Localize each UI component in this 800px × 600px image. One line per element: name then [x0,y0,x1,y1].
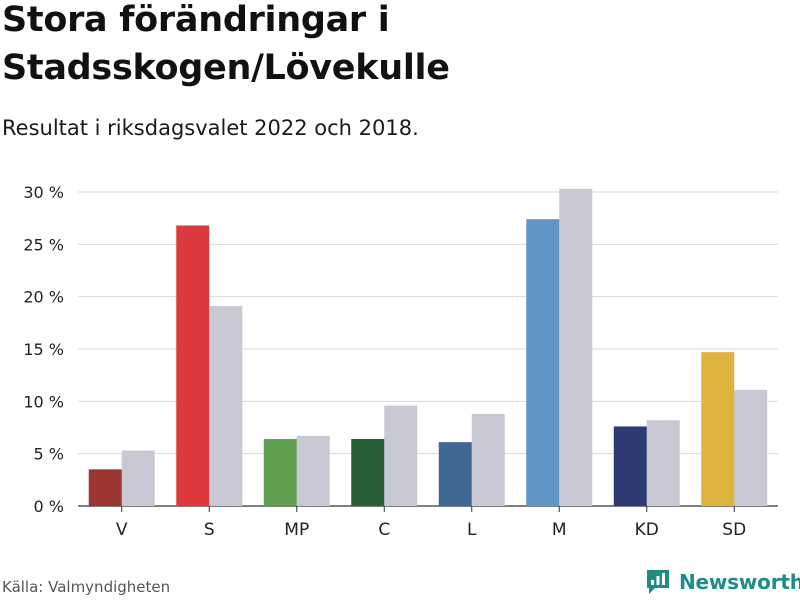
bar-2018-sd [734,389,768,506]
bar-2022-sd [701,352,735,506]
bar-2018-l [471,413,505,506]
x-tick-label: S [204,520,215,540]
y-tick-label: 15 % [23,340,64,359]
y-tick-label: 25 % [23,235,64,254]
x-tick-label: C [378,520,390,540]
bar-2022-s [176,225,210,506]
x-tick-label: SD [722,520,746,540]
bar-chart: 0 % 5 % 10 % 15 % 20 % 25 % 30 % V S MP C L M KD SD [23,183,778,540]
bar-2022-kd [613,426,647,506]
bar-2018-mp [296,435,330,506]
bar-2022-m [526,219,560,507]
brand-logo[interactable]: Newsworthy [645,568,800,596]
bar-2022-c [351,439,385,506]
y-tick-label: 5 % [34,445,64,464]
chart-subtitle: Resultat i riksdagsvalet 2022 och 2018. [2,116,419,140]
bar-2018-s [209,306,243,506]
y-tick-label: 0 % [34,497,64,516]
x-tick-label: L [467,520,477,540]
chart-title: Stora förändringar i Stadsskogen/Lövekul… [2,0,450,88]
y-tick-label: 20 % [23,288,64,307]
y-tick-label: 30 % [23,183,64,202]
y-tick-label: 10 % [23,392,64,411]
bar-2022-l [438,442,472,506]
x-tick-label: MP [284,520,309,540]
newsworthy-logo-icon [647,570,669,594]
bar-2022-mp [263,439,297,506]
bar-2018-v [121,450,155,506]
source-note: Källa: Valmyndigheten [2,578,171,596]
bar-2022-v [88,469,122,506]
x-tick-label: V [116,520,128,540]
bar-2018-m [559,188,593,507]
bar-2018-c [384,405,418,506]
x-tick-label: M [552,520,567,540]
x-tick-label: KD [635,520,659,540]
bar-2018-kd [646,420,680,506]
brand-name: Newsworthy [679,570,800,594]
